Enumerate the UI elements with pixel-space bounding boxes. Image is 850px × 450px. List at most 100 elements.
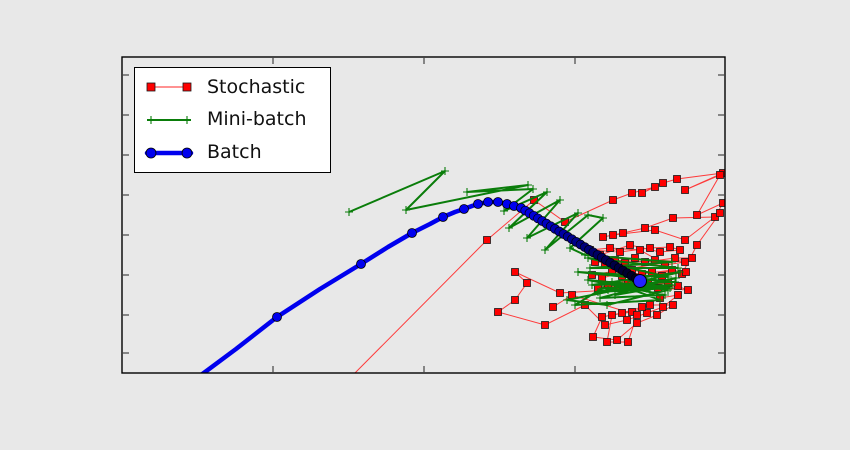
minibatch-plus-marker bbox=[541, 246, 549, 254]
stochastic-marker bbox=[693, 211, 701, 219]
stochastic-marker bbox=[681, 236, 689, 244]
stochastic-marker bbox=[669, 214, 677, 222]
minibatch-plus-marker bbox=[345, 208, 353, 216]
stochastic-marker bbox=[659, 179, 667, 187]
stochastic-marker bbox=[646, 244, 654, 252]
minibatch-plus-marker bbox=[599, 284, 607, 292]
batch-series bbox=[199, 197, 647, 373]
stochastic-marker bbox=[624, 338, 632, 346]
minibatch-plus-marker bbox=[594, 288, 602, 296]
batch-legend-sample-icon bbox=[144, 147, 194, 159]
legend: Stochastic Mini-batch Batch bbox=[134, 67, 331, 173]
stochastic-marker bbox=[608, 311, 616, 319]
stochastic-marker bbox=[606, 244, 614, 252]
stochastic-marker bbox=[651, 226, 659, 234]
minibatch-plus-marker bbox=[608, 278, 616, 286]
minibatch-plus-marker bbox=[672, 274, 680, 282]
minibatch-plus-marker bbox=[563, 296, 571, 304]
stochastic-marker bbox=[651, 183, 659, 191]
batch-marker bbox=[493, 197, 503, 207]
legend-label-stochastic: Stochastic bbox=[207, 75, 306, 98]
minibatch-plus-marker bbox=[599, 214, 607, 222]
stochastic-marker bbox=[511, 268, 519, 276]
stochastic-marker bbox=[347, 375, 354, 382]
stochastic-marker bbox=[674, 291, 682, 299]
stochastic-marker bbox=[588, 271, 596, 279]
stochastic-marker bbox=[619, 229, 627, 237]
stochastic-marker bbox=[638, 303, 646, 311]
legend-item-minibatch: Mini-batch bbox=[143, 110, 322, 129]
legend-label-batch: Batch bbox=[207, 141, 262, 164]
legend-item-batch: Batch bbox=[143, 143, 322, 162]
minibatch-plus-marker bbox=[676, 268, 684, 276]
stochastic-marker bbox=[681, 258, 689, 266]
batch-marker bbox=[356, 259, 366, 269]
batch-marker bbox=[272, 312, 282, 322]
stochastic-marker bbox=[511, 296, 519, 304]
stochastic-marker bbox=[626, 241, 634, 249]
batch-marker bbox=[438, 212, 448, 222]
minibatch-plus-marker bbox=[500, 207, 508, 215]
stochastic-marker bbox=[556, 289, 564, 297]
legend-item-stochastic: Stochastic bbox=[143, 75, 322, 98]
stochastic-marker bbox=[673, 175, 681, 183]
legend-label-minibatch: Mini-batch bbox=[207, 108, 307, 131]
minibatch-plus-marker bbox=[571, 301, 579, 309]
stochastic-marker bbox=[623, 316, 631, 324]
minibatch-plus-marker bbox=[584, 254, 592, 262]
stochastic-marker bbox=[638, 189, 646, 197]
batch-marker bbox=[473, 199, 483, 209]
batch-marker bbox=[483, 197, 493, 207]
minibatch-plus-marker bbox=[596, 294, 604, 302]
stochastic-marker bbox=[684, 286, 692, 294]
stochastic-marker bbox=[681, 186, 689, 194]
stochastic-marker bbox=[646, 301, 654, 309]
stochastic-marker bbox=[568, 291, 576, 299]
stochastic-marker bbox=[643, 309, 651, 317]
stochastic-marker bbox=[616, 248, 624, 256]
minibatch-plus-marker bbox=[616, 279, 624, 287]
stochastic-marker bbox=[549, 303, 557, 311]
minibatch-plus-marker bbox=[603, 301, 611, 309]
stochastic-marker bbox=[523, 279, 531, 287]
stochastic-marker bbox=[653, 311, 661, 319]
stochastic-marker bbox=[598, 313, 606, 321]
minibatch-plus-marker bbox=[566, 244, 574, 252]
minibatch-plus-marker bbox=[556, 196, 564, 204]
minibatch-plus-marker bbox=[651, 274, 659, 282]
stochastic-marker bbox=[716, 209, 724, 217]
minibatch-plus-marker bbox=[543, 188, 551, 196]
minibatch-plus-marker bbox=[463, 188, 471, 196]
minibatch-plus-marker bbox=[668, 281, 676, 289]
axis-ticks bbox=[122, 57, 725, 373]
minibatch-plus-marker bbox=[664, 273, 672, 281]
stochastic-marker bbox=[589, 333, 597, 341]
stochastic-marker bbox=[483, 236, 491, 244]
batch-marker bbox=[407, 228, 417, 238]
stochastic-marker bbox=[636, 246, 644, 254]
minibatch-plus-marker bbox=[611, 291, 619, 299]
stochastic-marker bbox=[609, 231, 617, 239]
stochastic-marker bbox=[716, 171, 724, 179]
stochastic-marker bbox=[613, 336, 621, 344]
minibatch-plus-marker bbox=[441, 167, 449, 175]
stochastic-legend-sample-icon bbox=[146, 82, 192, 92]
minibatch-plus-marker bbox=[505, 224, 513, 232]
stochastic-marker bbox=[633, 311, 641, 319]
minibatch-plus-marker bbox=[646, 288, 654, 296]
minibatch-plus-marker bbox=[523, 234, 531, 242]
minibatch-plus-marker bbox=[656, 296, 664, 304]
stochastic-marker bbox=[669, 301, 677, 309]
minibatch-plus-marker bbox=[661, 291, 669, 299]
minibatch-legend-sample-icon bbox=[147, 115, 191, 124]
stochastic-marker bbox=[711, 213, 719, 221]
stochastic-marker bbox=[599, 233, 607, 241]
minibatch-plus-marker bbox=[668, 258, 676, 266]
stochastic-marker bbox=[628, 189, 636, 197]
stochastic-marker bbox=[601, 321, 609, 329]
stochastic-marker bbox=[494, 308, 502, 316]
batch-marker bbox=[459, 204, 469, 214]
stochastic-marker bbox=[541, 321, 549, 329]
stochastic-marker bbox=[633, 319, 641, 327]
